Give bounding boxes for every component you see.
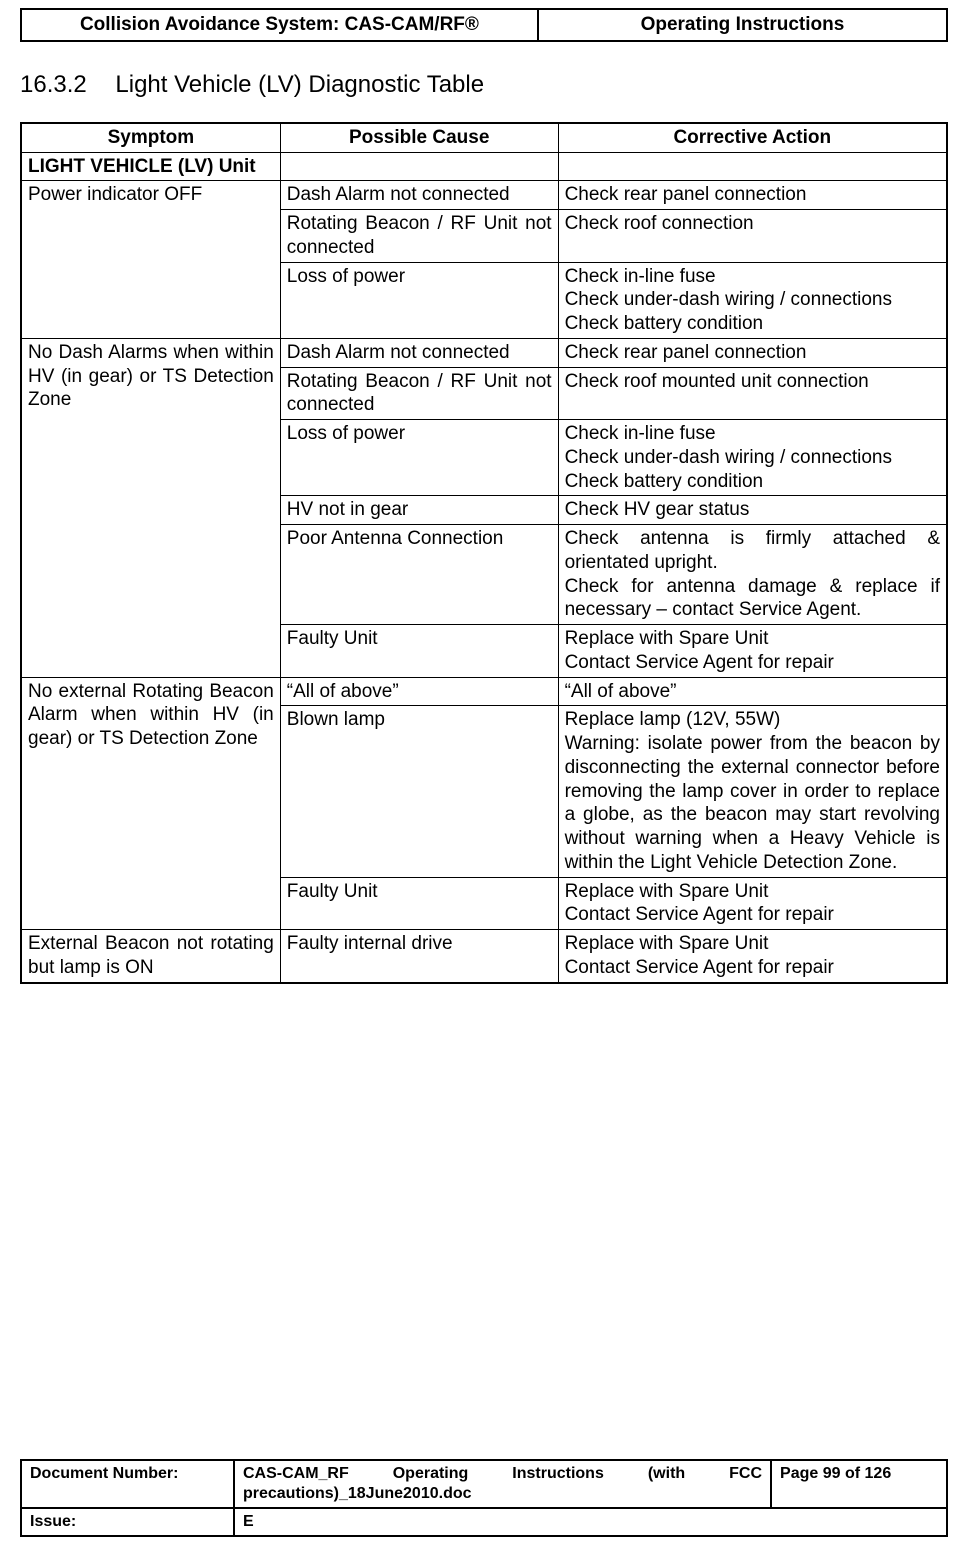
table-row: No external Rotating Beacon Alarm when w… (21, 677, 947, 706)
action-line: Check roof mounted unit connection (565, 370, 940, 394)
cause-cell: Loss of power (280, 262, 558, 338)
action-cell: Check antenna is firmly attached & orien… (558, 525, 947, 625)
action-line: Check HV gear status (565, 498, 940, 522)
table-row: Power indicator OFFDash Alarm not connec… (21, 181, 947, 210)
table-row: No Dash Alarms when within HV (in gear) … (21, 338, 947, 367)
footer-issue-value: E (234, 1508, 947, 1536)
table-row: LIGHT VEHICLE (LV) Unit (21, 152, 947, 181)
cause-cell (280, 152, 558, 181)
col-symptom: Symptom (21, 123, 280, 152)
action-line: Contact Service Agent for repair (565, 956, 940, 980)
action-line: Contact Service Agent for repair (565, 903, 940, 927)
action-line: Warning: isolate power from the beacon b… (565, 732, 940, 875)
action-cell: Replace lamp (12V, 55W)Warning: isolate … (558, 706, 947, 877)
footer-page-current: 99 (823, 1465, 841, 1482)
action-cell: Replace with Spare UnitContact Service A… (558, 930, 947, 983)
symptom-cell: External Beacon not rotating but lamp is… (21, 930, 280, 983)
action-line: Check in-line fuse (565, 265, 940, 289)
cause-cell: Faulty internal drive (280, 930, 558, 983)
header-right: Operating Instructions (538, 8, 948, 42)
action-cell: Replace with Spare UnitContact Service A… (558, 625, 947, 678)
action-line: Replace lamp (12V, 55W) (565, 708, 940, 732)
cause-cell: Faulty Unit (280, 625, 558, 678)
action-line: Check battery condition (565, 312, 940, 336)
action-line: Replace with Spare Unit (565, 880, 940, 904)
action-line: Check for antenna damage & replace if ne… (565, 575, 940, 623)
action-cell: “All of above” (558, 677, 947, 706)
symptom-cell: LIGHT VEHICLE (LV) Unit (21, 152, 280, 181)
action-line: Check rear panel connection (565, 341, 940, 365)
action-cell (558, 152, 947, 181)
page-header: Collision Avoidance System: CAS-CAM/RF® … (20, 8, 948, 42)
footer-doc-value: CAS-CAM_RF Operating Instructions (with … (234, 1460, 771, 1508)
footer-page-total: 126 (865, 1465, 892, 1482)
action-cell: Check rear panel connection (558, 338, 947, 367)
table-row: External Beacon not rotating but lamp is… (21, 930, 947, 983)
cause-cell: Loss of power (280, 420, 558, 496)
cause-cell: Rotating Beacon / RF Unit not connected (280, 210, 558, 263)
action-line: Replace with Spare Unit (565, 627, 940, 651)
cause-cell: Faulty Unit (280, 877, 558, 930)
action-line: Check in-line fuse (565, 422, 940, 446)
action-line: Check roof connection (565, 212, 940, 236)
diagnostic-table-body: LIGHT VEHICLE (LV) UnitPower indicator O… (21, 152, 947, 983)
diagnostic-table-head: Symptom Possible Cause Corrective Action (21, 123, 947, 152)
cause-cell: Rotating Beacon / RF Unit not connected (280, 367, 558, 420)
cause-cell: Dash Alarm not connected (280, 181, 558, 210)
action-line: Contact Service Agent for repair (565, 651, 940, 675)
page-inner: Collision Avoidance System: CAS-CAM/RF® … (20, 8, 948, 1537)
col-cause: Possible Cause (280, 123, 558, 152)
col-action: Corrective Action (558, 123, 947, 152)
action-cell: Check roof connection (558, 210, 947, 263)
page-spacer (20, 984, 948, 1448)
section-title: Light Vehicle (LV) Diagnostic Table (115, 71, 484, 98)
footer-page-of: of (841, 1465, 865, 1482)
action-cell: Replace with Spare UnitContact Service A… (558, 877, 947, 930)
action-line: Check battery condition (565, 470, 940, 494)
section-heading: 16.3.2 Light Vehicle (LV) Diagnostic Tab… (20, 70, 948, 100)
footer-issue-label: Issue: (21, 1508, 234, 1536)
action-cell: Check HV gear status (558, 496, 947, 525)
action-line: Check antenna is firmly attached & orien… (565, 527, 940, 575)
action-cell: Check in-line fuseCheck under-dash wirin… (558, 262, 947, 338)
symptom-cell: No Dash Alarms when within HV (in gear) … (21, 338, 280, 677)
cause-cell: Dash Alarm not connected (280, 338, 558, 367)
action-cell: Check rear panel connection (558, 181, 947, 210)
action-line: Check under-dash wiring / connections (565, 288, 940, 312)
cause-cell: Poor Antenna Connection (280, 525, 558, 625)
section-number: 16.3.2 (20, 70, 87, 100)
cause-cell: “All of above” (280, 677, 558, 706)
footer-page-number: Page 99 of 126 (771, 1460, 947, 1508)
action-cell: Check roof mounted unit connection (558, 367, 947, 420)
action-line: “All of above” (565, 680, 940, 704)
cause-cell: HV not in gear (280, 496, 558, 525)
cause-cell: Blown lamp (280, 706, 558, 877)
diagnostic-table: Symptom Possible Cause Corrective Action… (20, 122, 948, 984)
page-footer: Document Number: CAS-CAM_RF Operating In… (20, 1459, 948, 1537)
action-line: Replace with Spare Unit (565, 932, 940, 956)
action-line: Check under-dash wiring / connections (565, 446, 940, 470)
symptom-cell: Power indicator OFF (21, 181, 280, 339)
page: Collision Avoidance System: CAS-CAM/RF® … (0, 0, 968, 1547)
footer-page-prefix: Page (780, 1465, 823, 1482)
footer-doc-label: Document Number: (21, 1460, 234, 1508)
header-left: Collision Avoidance System: CAS-CAM/RF® (20, 8, 538, 42)
symptom-cell: No external Rotating Beacon Alarm when w… (21, 677, 280, 930)
action-cell: Check in-line fuseCheck under-dash wirin… (558, 420, 947, 496)
action-line: Check rear panel connection (565, 183, 940, 207)
